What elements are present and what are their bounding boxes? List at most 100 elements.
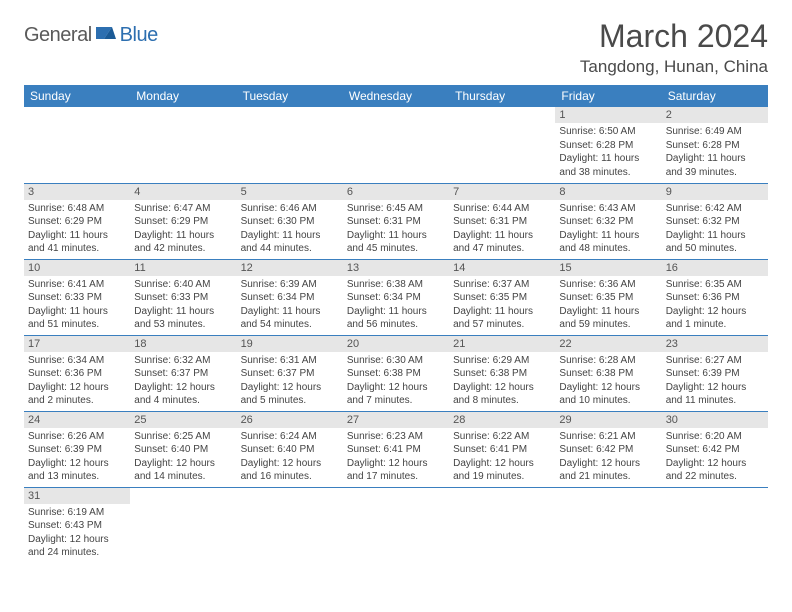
daylight: Daylight: 12 hours and 14 minutes. [134,457,232,484]
calendar-row: 17Sunrise: 6:34 AMSunset: 6:36 PMDayligh… [24,335,768,411]
calendar-cell: 20Sunrise: 6:30 AMSunset: 6:38 PMDayligh… [343,335,449,411]
day-content: Sunrise: 6:47 AMSunset: 6:29 PMDaylight:… [130,200,236,258]
day-number: 10 [24,260,130,276]
day-content: Sunrise: 6:38 AMSunset: 6:34 PMDaylight:… [343,276,449,334]
sunrise: Sunrise: 6:20 AM [666,430,764,444]
sunrise: Sunrise: 6:46 AM [241,202,339,216]
daylight: Daylight: 11 hours and 44 minutes. [241,229,339,256]
daylight: Daylight: 12 hours and 11 minutes. [666,381,764,408]
sunset: Sunset: 6:36 PM [666,291,764,305]
day-number: 22 [555,336,661,352]
day-number: 24 [24,412,130,428]
day-content: Sunrise: 6:40 AMSunset: 6:33 PMDaylight:… [130,276,236,334]
daylight: Daylight: 12 hours and 19 minutes. [453,457,551,484]
calendar-cell: 13Sunrise: 6:38 AMSunset: 6:34 PMDayligh… [343,259,449,335]
sunset: Sunset: 6:43 PM [28,519,126,533]
day-number: 23 [662,336,768,352]
day-content: Sunrise: 6:24 AMSunset: 6:40 PMDaylight:… [237,428,343,486]
calendar-cell: 30Sunrise: 6:20 AMSunset: 6:42 PMDayligh… [662,411,768,487]
daylight: Daylight: 11 hours and 45 minutes. [347,229,445,256]
calendar-cell: 25Sunrise: 6:25 AMSunset: 6:40 PMDayligh… [130,411,236,487]
sunset: Sunset: 6:31 PM [347,215,445,229]
day-content: Sunrise: 6:48 AMSunset: 6:29 PMDaylight:… [24,200,130,258]
day-number: 12 [237,260,343,276]
daylight: Daylight: 12 hours and 24 minutes. [28,533,126,560]
calendar-table: Sunday Monday Tuesday Wednesday Thursday… [24,85,768,563]
sunset: Sunset: 6:34 PM [347,291,445,305]
location: Tangdong, Hunan, China [580,57,768,77]
day-content: Sunrise: 6:42 AMSunset: 6:32 PMDaylight:… [662,200,768,258]
calendar-cell: 10Sunrise: 6:41 AMSunset: 6:33 PMDayligh… [24,259,130,335]
day-number: 1 [555,107,661,123]
sunrise: Sunrise: 6:22 AM [453,430,551,444]
weekday-header-row: Sunday Monday Tuesday Wednesday Thursday… [24,85,768,107]
day-number: 13 [343,260,449,276]
sunrise: Sunrise: 6:23 AM [347,430,445,444]
day-number: 3 [24,184,130,200]
day-content: Sunrise: 6:39 AMSunset: 6:34 PMDaylight:… [237,276,343,334]
calendar-cell: 4Sunrise: 6:47 AMSunset: 6:29 PMDaylight… [130,183,236,259]
day-content: Sunrise: 6:22 AMSunset: 6:41 PMDaylight:… [449,428,555,486]
day-number: 4 [130,184,236,200]
weekday-header: Sunday [24,85,130,107]
sunrise: Sunrise: 6:19 AM [28,506,126,520]
calendar-cell [24,107,130,183]
day-content: Sunrise: 6:36 AMSunset: 6:35 PMDaylight:… [555,276,661,334]
daylight: Daylight: 11 hours and 42 minutes. [134,229,232,256]
day-content: Sunrise: 6:20 AMSunset: 6:42 PMDaylight:… [662,428,768,486]
calendar-cell: 17Sunrise: 6:34 AMSunset: 6:36 PMDayligh… [24,335,130,411]
daylight: Daylight: 11 hours and 56 minutes. [347,305,445,332]
calendar-cell [130,487,236,563]
calendar-cell: 16Sunrise: 6:35 AMSunset: 6:36 PMDayligh… [662,259,768,335]
day-number: 30 [662,412,768,428]
calendar-row: 24Sunrise: 6:26 AMSunset: 6:39 PMDayligh… [24,411,768,487]
sunset: Sunset: 6:42 PM [559,443,657,457]
sunrise: Sunrise: 6:30 AM [347,354,445,368]
daylight: Daylight: 11 hours and 53 minutes. [134,305,232,332]
calendar-cell [237,107,343,183]
day-content: Sunrise: 6:49 AMSunset: 6:28 PMDaylight:… [662,123,768,181]
sunset: Sunset: 6:29 PM [28,215,126,229]
sunset: Sunset: 6:28 PM [559,139,657,153]
day-number: 20 [343,336,449,352]
daylight: Daylight: 12 hours and 2 minutes. [28,381,126,408]
daylight: Daylight: 12 hours and 4 minutes. [134,381,232,408]
sunset: Sunset: 6:38 PM [559,367,657,381]
day-number: 25 [130,412,236,428]
day-content: Sunrise: 6:46 AMSunset: 6:30 PMDaylight:… [237,200,343,258]
day-content: Sunrise: 6:26 AMSunset: 6:39 PMDaylight:… [24,428,130,486]
calendar-cell [130,107,236,183]
calendar-cell: 26Sunrise: 6:24 AMSunset: 6:40 PMDayligh… [237,411,343,487]
calendar-cell [237,487,343,563]
calendar-cell [555,487,661,563]
day-content: Sunrise: 6:19 AMSunset: 6:43 PMDaylight:… [24,504,130,562]
daylight: Daylight: 11 hours and 48 minutes. [559,229,657,256]
daylight: Daylight: 11 hours and 54 minutes. [241,305,339,332]
sunrise: Sunrise: 6:49 AM [666,125,764,139]
calendar-cell: 19Sunrise: 6:31 AMSunset: 6:37 PMDayligh… [237,335,343,411]
day-content: Sunrise: 6:35 AMSunset: 6:36 PMDaylight:… [662,276,768,334]
daylight: Daylight: 11 hours and 51 minutes. [28,305,126,332]
weekday-header: Tuesday [237,85,343,107]
sunset: Sunset: 6:41 PM [453,443,551,457]
sunrise: Sunrise: 6:48 AM [28,202,126,216]
calendar-cell: 14Sunrise: 6:37 AMSunset: 6:35 PMDayligh… [449,259,555,335]
day-number: 5 [237,184,343,200]
sunset: Sunset: 6:32 PM [559,215,657,229]
sunrise: Sunrise: 6:39 AM [241,278,339,292]
sunset: Sunset: 6:39 PM [28,443,126,457]
sunset: Sunset: 6:30 PM [241,215,339,229]
sunset: Sunset: 6:37 PM [241,367,339,381]
calendar-cell: 11Sunrise: 6:40 AMSunset: 6:33 PMDayligh… [130,259,236,335]
sunset: Sunset: 6:36 PM [28,367,126,381]
day-number: 29 [555,412,661,428]
day-number: 11 [130,260,236,276]
flag-icon [96,25,118,46]
weekday-header: Friday [555,85,661,107]
page-header: General Blue March 2024 Tangdong, Hunan,… [24,18,768,77]
sunrise: Sunrise: 6:28 AM [559,354,657,368]
calendar-cell: 15Sunrise: 6:36 AMSunset: 6:35 PMDayligh… [555,259,661,335]
sunrise: Sunrise: 6:37 AM [453,278,551,292]
daylight: Daylight: 12 hours and 17 minutes. [347,457,445,484]
sunset: Sunset: 6:42 PM [666,443,764,457]
